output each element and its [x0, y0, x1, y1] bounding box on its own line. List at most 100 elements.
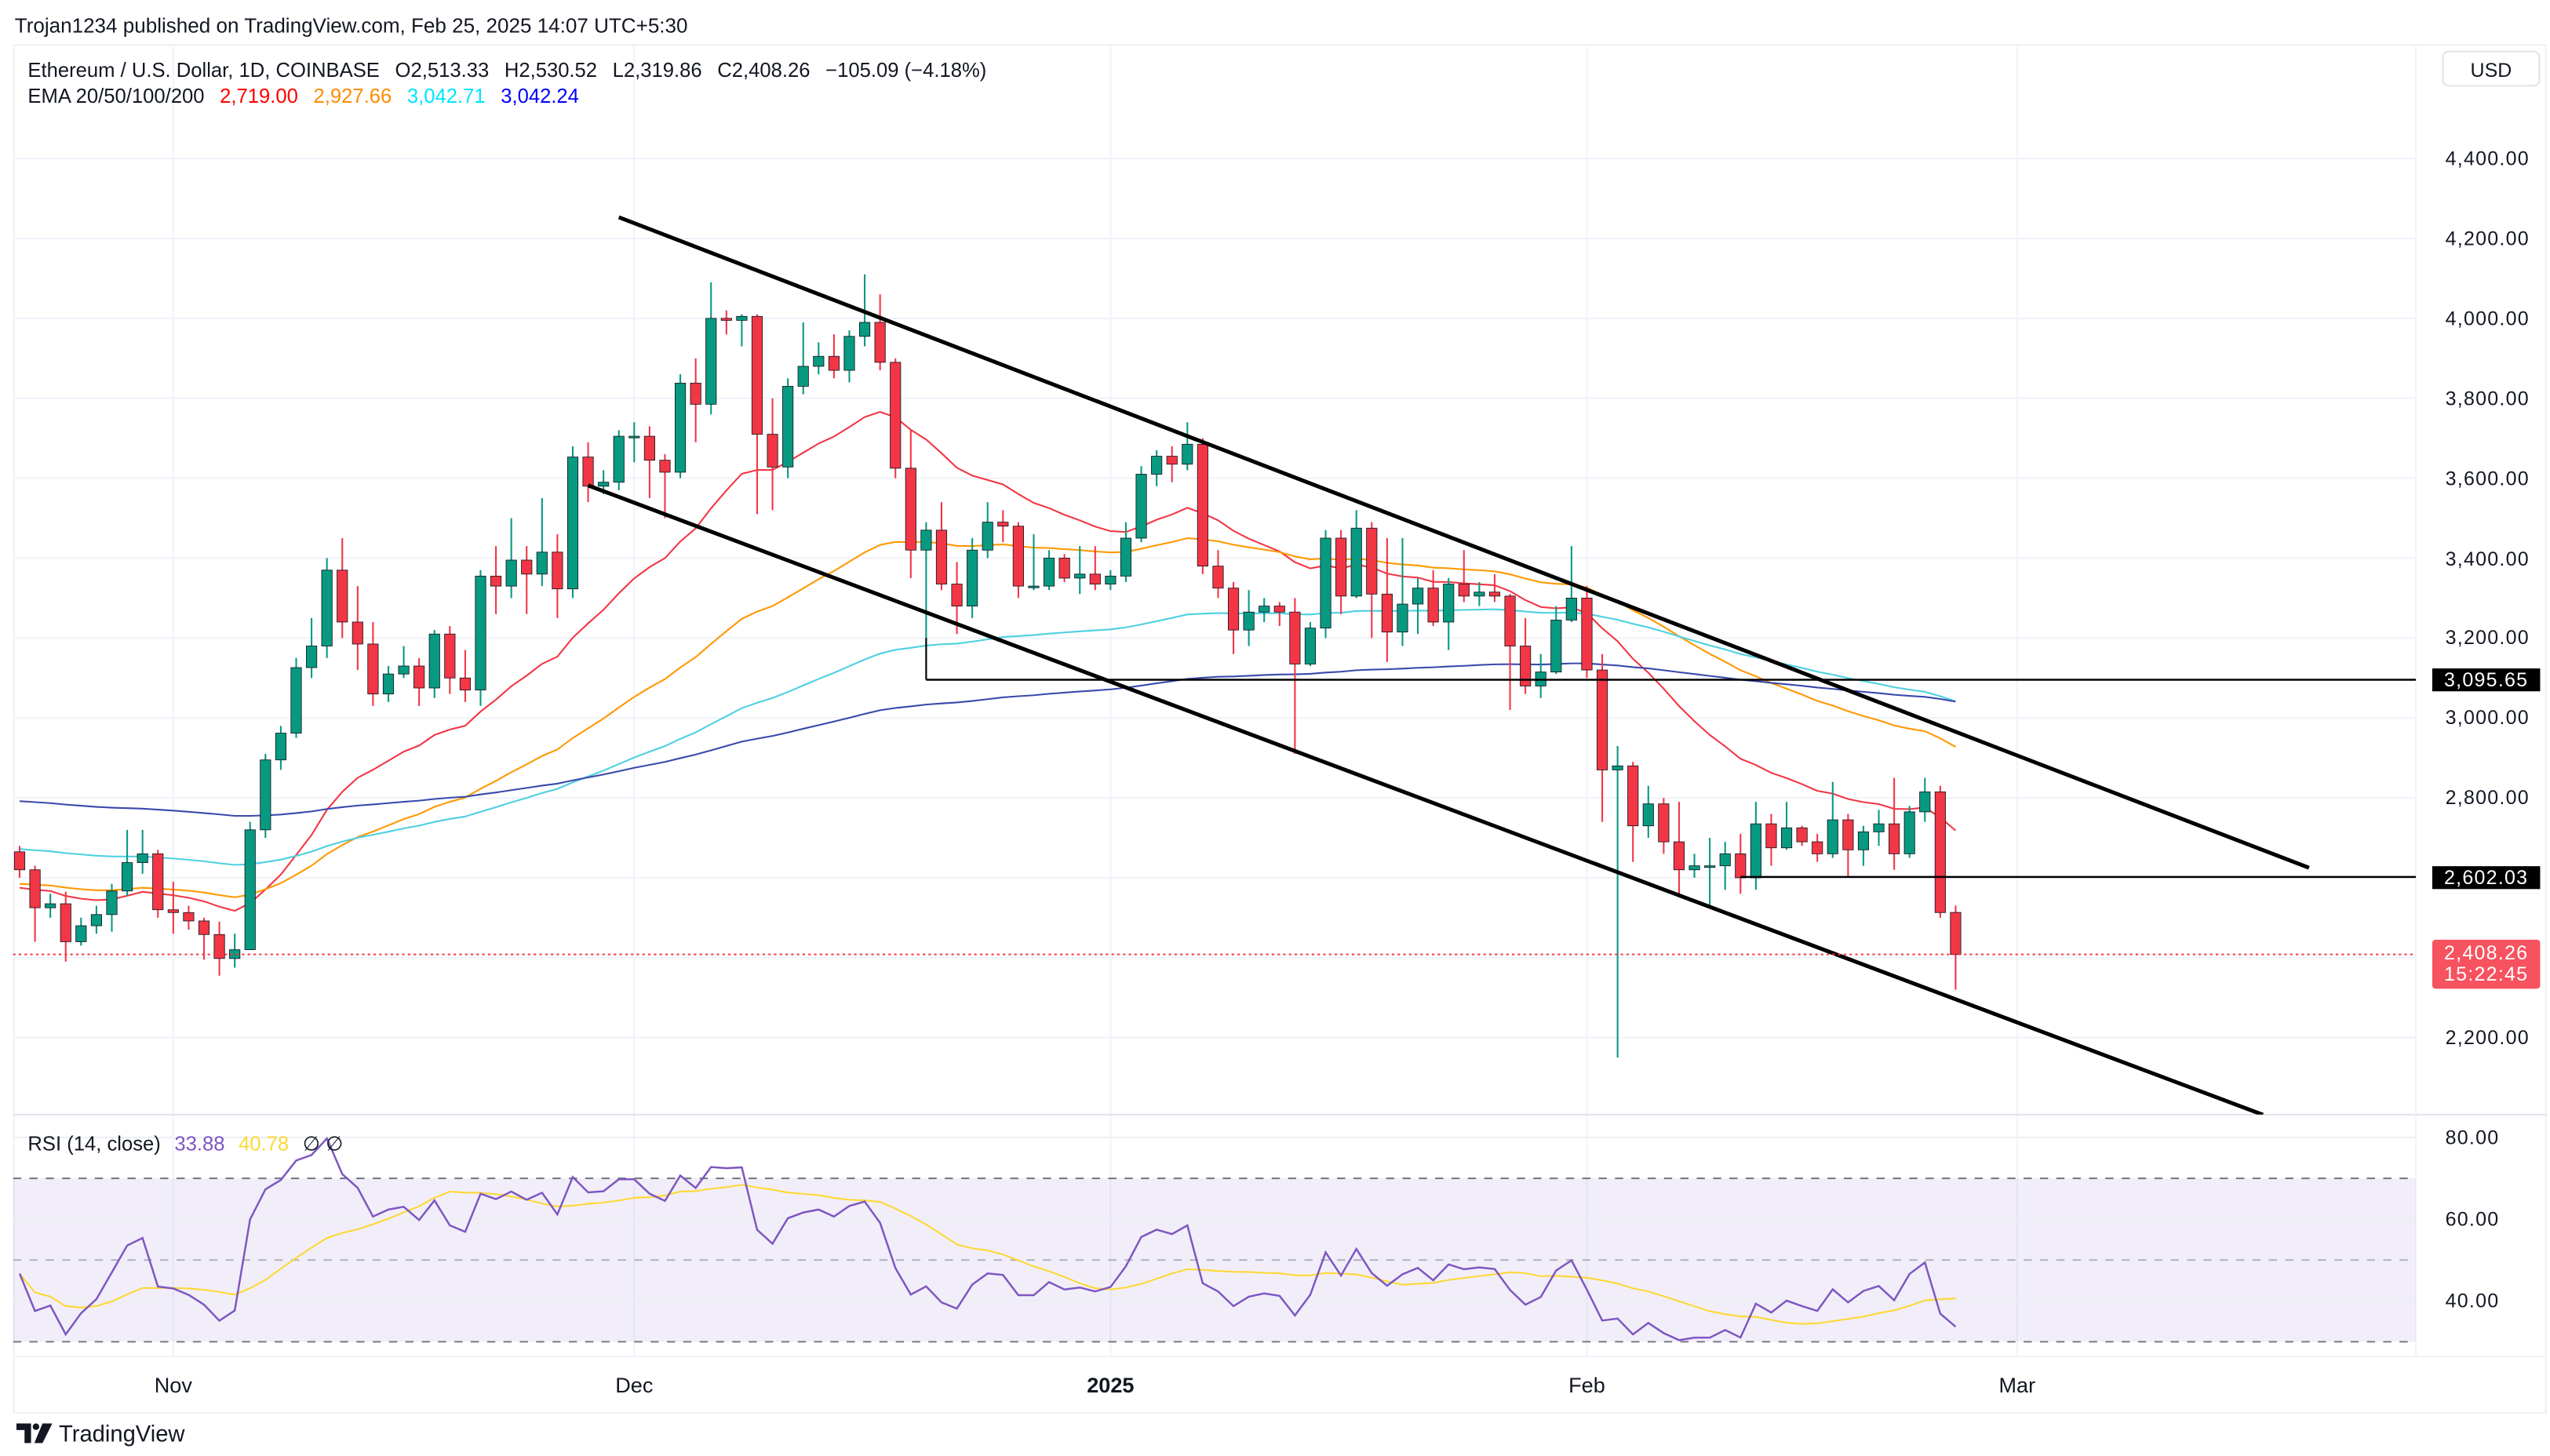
candle-body: [1719, 853, 1731, 867]
bar-countdown: 15:22:45: [2444, 962, 2529, 986]
time-tick-label: 2025: [1087, 1372, 1135, 1398]
candle: [1259, 598, 1270, 622]
price-tick-label: 4,400.00: [2445, 147, 2530, 170]
price-tick-label: 3,000.00: [2445, 706, 2530, 730]
candle-body: [536, 551, 548, 575]
candle: [1735, 833, 1747, 894]
candle: [1919, 777, 1931, 822]
candle-body: [1842, 819, 1854, 850]
ema200-value: 3,042.24: [501, 85, 579, 108]
candle: [1089, 546, 1101, 591]
candle-body: [628, 435, 640, 439]
candle: [352, 586, 363, 671]
candle: [1412, 577, 1424, 635]
candle-body: [1488, 592, 1501, 597]
candle-body: [674, 382, 687, 473]
candle: [1166, 446, 1178, 482]
candle-body: [229, 949, 241, 959]
candle: [1335, 530, 1347, 614]
candle: [260, 754, 271, 839]
candle-body: [566, 457, 579, 590]
rsi-tick-label: 80.00: [2445, 1126, 2500, 1149]
candle-body: [874, 322, 886, 363]
price-tick-label: 2,800.00: [2445, 786, 2530, 810]
candle: [982, 502, 993, 559]
rsi-title[interactable]: RSI (14, close): [27, 1132, 161, 1156]
candle-body: [767, 434, 778, 468]
time-tick-label: Mar: [1998, 1372, 2036, 1398]
ohlc-low: L2,319.86: [612, 58, 702, 82]
ohlc-high: H2,530.52: [504, 58, 598, 82]
candle-body: [1227, 588, 1240, 631]
candle: [1182, 422, 1193, 471]
rsi-line: [18, 1136, 1957, 1341]
candle: [1642, 785, 1654, 839]
candle-body: [890, 362, 902, 469]
ema20-value: 2,719.00: [220, 85, 298, 108]
candle: [45, 894, 56, 918]
candle: [1227, 582, 1240, 654]
candle: [413, 657, 425, 706]
candle: [1151, 450, 1163, 486]
candle: [1074, 546, 1086, 595]
candle-body: [1335, 537, 1347, 597]
candle-body: [1704, 865, 1716, 868]
ema100-value: 3,042.71: [406, 85, 486, 108]
ema-20-line: [19, 410, 1957, 912]
candle-body: [552, 551, 563, 590]
candle-body: [183, 912, 195, 922]
candle: [1765, 814, 1777, 866]
candle-body: [137, 853, 148, 864]
currency-button[interactable]: USD: [2442, 50, 2541, 87]
candle: [1535, 653, 1546, 698]
price-tick-label: 3,400.00: [2445, 546, 2530, 570]
candle: [1719, 842, 1731, 890]
candle: [552, 533, 563, 618]
candle: [213, 921, 225, 976]
candle-body: [305, 646, 318, 668]
candle: [813, 342, 825, 375]
candle-body: [167, 909, 179, 913]
candle: [767, 398, 778, 511]
candle-body: [398, 665, 410, 675]
tradingview-logo-icon: [16, 1423, 53, 1443]
candle: [367, 621, 379, 706]
candle-body: [1058, 558, 1070, 579]
candle: [1673, 802, 1685, 894]
candle-body: [920, 530, 932, 551]
candle: [890, 358, 902, 479]
candle-body: [905, 468, 916, 551]
candle-body: [521, 559, 533, 575]
candle-body: [598, 482, 610, 487]
candle-body: [690, 382, 701, 405]
candle-body: [275, 733, 286, 761]
candle: [290, 657, 302, 738]
candle: [121, 829, 133, 896]
candle: [1903, 806, 1915, 858]
candle-body: [244, 829, 256, 951]
candle-body: [1688, 865, 1700, 871]
symbol-name[interactable]: Ethereum / U.S. Dollar, 1D, COINBASE: [27, 58, 380, 82]
candle-body: [367, 643, 379, 695]
price-tick-label: 3,200.00: [2445, 626, 2530, 650]
candle-body: [505, 559, 517, 587]
symbol-legend: Ethereum / U.S. Dollar, 1D, COINBASE O2,…: [27, 59, 996, 82]
candle-body: [997, 522, 1009, 527]
candle-body: [1012, 526, 1024, 587]
candle: [75, 917, 87, 946]
ema-title[interactable]: EMA 20/50/100/200: [27, 85, 205, 108]
candle: [674, 374, 687, 479]
ema-100-line: [19, 608, 1956, 866]
logo-text: TradingView: [58, 1420, 185, 1447]
tradingview-logo[interactable]: TradingView: [16, 1420, 185, 1447]
candle-body: [1857, 831, 1870, 850]
candle-body: [1105, 575, 1117, 584]
candle: [1612, 745, 1623, 1058]
candle: [843, 330, 855, 383]
candle-body: [1151, 456, 1163, 475]
candle-body: [1750, 823, 1761, 879]
rsi-tick-label: 40.00: [2445, 1289, 2500, 1312]
price-tick-label: 4,000.00: [2445, 307, 2530, 330]
candle: [736, 314, 748, 347]
